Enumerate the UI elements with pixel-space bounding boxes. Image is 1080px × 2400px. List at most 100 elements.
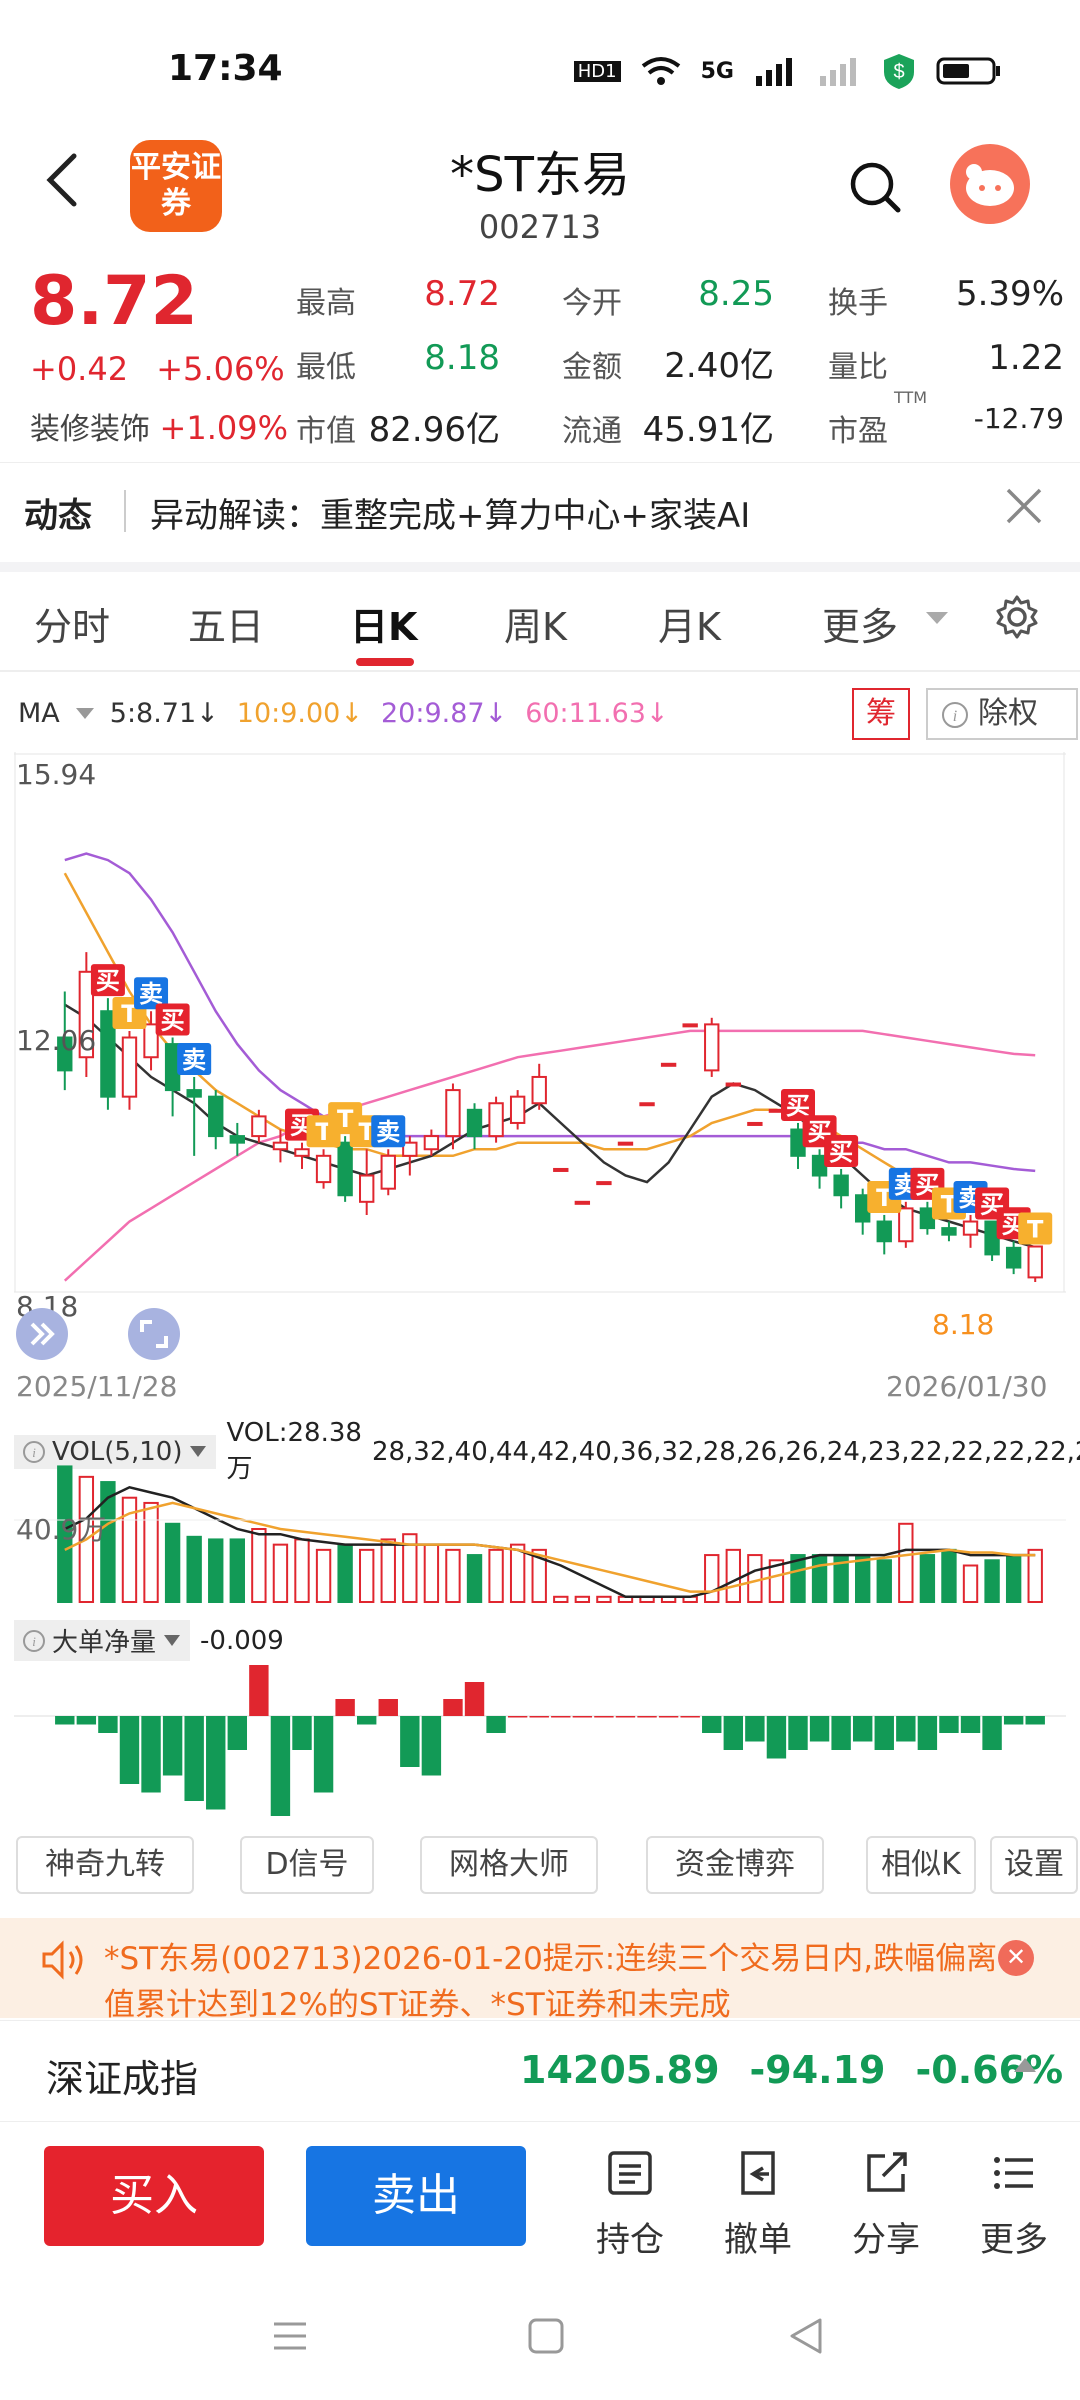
volume-chart[interactable] <box>14 1452 1066 1612</box>
alert-close-icon[interactable]: ✕ <box>998 1940 1034 1976</box>
sell-button[interactable]: 卖出 <box>306 2146 526 2246</box>
ex-rights-label: 除权 <box>978 696 1038 731</box>
stock-title: *ST东易 <box>450 147 630 203</box>
tool-1[interactable]: D信号 <box>240 1836 374 1894</box>
big-order-bar <box>809 1716 830 1742</box>
more-button[interactable]: 更多 <box>964 2148 1064 2261</box>
volume-bar <box>1005 1554 1022 1603</box>
positions-button[interactable]: 持仓 <box>580 2148 680 2261</box>
chip-button[interactable]: 筹 <box>852 688 910 740</box>
recent-apps-icon[interactable] <box>270 2316 310 2356</box>
tool-3[interactable]: 资金博弈 <box>646 1836 824 1894</box>
ma-legend[interactable]: MA 5:8.71↓ 10:9.00↓ 20:9.87↓ 60:11.63↓ <box>18 698 669 729</box>
volume-bar <box>1027 1548 1043 1603</box>
signal-badge <box>134 977 169 1010</box>
signal-label: 买 <box>829 1138 853 1166</box>
tab-3[interactable]: 周K <box>504 605 567 649</box>
big-order-bar <box>1003 1716 1024 1725</box>
candle-body <box>509 1095 526 1124</box>
news-bar[interactable] <box>0 462 1080 564</box>
volume-bar <box>919 1554 936 1603</box>
candle-body <box>941 1227 957 1236</box>
big-order-bar <box>184 1716 204 1801</box>
back-nav-icon[interactable] <box>786 2316 826 2356</box>
volume-bar <box>811 1554 828 1603</box>
candle-body <box>574 1200 591 1205</box>
volume-bar <box>704 1554 720 1603</box>
back-icon[interactable] <box>40 150 84 210</box>
fullscreen-button[interactable] <box>128 1308 180 1360</box>
avatar[interactable] <box>950 144 1030 224</box>
signal-badge <box>1018 1212 1053 1245</box>
close-icon[interactable] <box>1004 486 1044 526</box>
news-tag: 动态 <box>24 496 92 536</box>
tool-4[interactable]: 相似K <box>866 1836 976 1894</box>
news-text[interactable]: 异动解读：重整完成+算力中心+家装AI <box>150 496 751 536</box>
sector-change[interactable]: 装修装饰 +1.09% <box>30 404 288 448</box>
big-order-bar <box>766 1716 787 1759</box>
index-values: 14205.89 -94.19 -0.66% <box>520 2048 1063 2092</box>
stat-label: 市值 <box>296 414 356 449</box>
tab-5[interactable]: 更多 <box>822 605 899 649</box>
volume-bar <box>143 1501 159 1603</box>
home-icon[interactable] <box>526 2316 566 2356</box>
big-order-bar <box>615 1716 636 1718</box>
volume-indicator-select[interactable]: i VOL(5,10) <box>14 1434 217 1469</box>
tab-4[interactable]: 月K <box>658 605 721 649</box>
stat-value: 2.40亿 <box>664 346 774 386</box>
signal-badge <box>90 964 125 997</box>
signal-badge <box>177 1042 212 1075</box>
tool-5[interactable]: 设置 <box>990 1836 1078 1894</box>
expand-up-icon[interactable] <box>1014 2058 1036 2072</box>
big-order-legend[interactable]: i 大单净量 -0.009 <box>14 1620 284 1661</box>
cancel-order-button[interactable]: 撤单 <box>708 2148 808 2261</box>
candle-body <box>423 1135 440 1151</box>
volume-bar <box>100 1481 116 1604</box>
tab-0[interactable]: 分时 <box>34 605 111 649</box>
tab-2[interactable]: 日K <box>350 605 418 649</box>
section-gap <box>0 562 1080 572</box>
buy-button[interactable]: 买入 <box>44 2146 264 2246</box>
big-order-chart[interactable] <box>14 1656 1066 1816</box>
big-order-bar <box>680 1716 700 1718</box>
tool-2[interactable]: 网格大师 <box>420 1836 598 1894</box>
alert-banner[interactable] <box>0 1918 1080 2018</box>
ma-dropdown-icon[interactable] <box>74 706 96 722</box>
big-order-indicator-select[interactable]: i 大单净量 <box>14 1620 191 1661</box>
tab-1[interactable]: 五日 <box>188 605 265 649</box>
big-order-bar <box>421 1716 442 1776</box>
signal-label: 卖 <box>376 1118 400 1146</box>
price-change: +0.42 +5.06% <box>30 350 285 388</box>
candle-body <box>1005 1246 1022 1269</box>
candle-body <box>704 1023 720 1072</box>
big-order-bar <box>227 1716 248 1750</box>
big-order-bar <box>162 1716 183 1776</box>
chevron-down-icon[interactable] <box>924 610 950 628</box>
svg-text:$: $ <box>893 61 904 83</box>
candle-body <box>78 970 95 1059</box>
big-order-bar <box>313 1716 334 1793</box>
svg-text:i: i <box>953 708 957 725</box>
volume-legend[interactable]: i VOL(5,10) VOL:28.38万 28,32,40,44,42,40… <box>14 1418 1080 1485</box>
sector-percent: +1.09% <box>159 409 289 447</box>
search-icon[interactable] <box>848 160 902 214</box>
gear-icon[interactable] <box>994 594 1040 640</box>
ex-rights-button[interactable]: i 除权 <box>926 688 1078 740</box>
big-order-bar <box>896 1716 916 1742</box>
big-order-bar <box>658 1716 679 1718</box>
share-button[interactable]: 分享 <box>836 2148 936 2261</box>
tool-0[interactable]: 神奇九转 <box>16 1836 194 1894</box>
expand-left-button[interactable] <box>16 1308 68 1360</box>
volume-ma5-line <box>64 1485 1036 1599</box>
big-order-bar <box>249 1665 269 1716</box>
candle-body <box>315 1154 332 1184</box>
index-change: -94.19 <box>749 2048 886 2092</box>
signal-label: T <box>1027 1216 1044 1244</box>
index-value: 14205.89 <box>520 2048 720 2092</box>
volume-bar <box>359 1548 375 1603</box>
y-axis-mid-label: 12.06 <box>16 1024 97 1057</box>
ma20-line <box>64 852 1036 1173</box>
index-bar[interactable] <box>0 2020 1080 2122</box>
alert-text: *ST东易(002713)2026-01-20提示:连续三个交易日内,跌幅偏离值… <box>104 1941 998 2023</box>
